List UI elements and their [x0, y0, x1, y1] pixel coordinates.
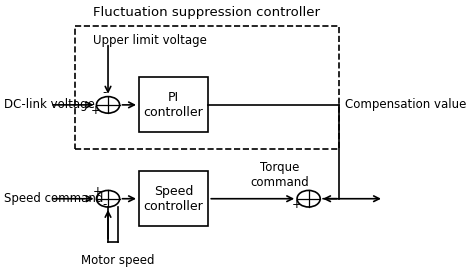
Text: Motor speed: Motor speed: [81, 254, 154, 267]
Text: DC-link voltage: DC-link voltage: [4, 98, 95, 112]
Text: +: +: [92, 185, 102, 198]
Text: +: +: [292, 198, 302, 211]
Text: Speed command: Speed command: [4, 192, 103, 205]
Text: Upper limit voltage: Upper limit voltage: [92, 33, 206, 47]
Bar: [139, 171, 208, 226]
Text: -: -: [102, 86, 106, 99]
Bar: [75, 26, 340, 149]
Text: PI
controller: PI controller: [144, 91, 204, 119]
Text: Compensation value: Compensation value: [345, 98, 467, 112]
Text: -: -: [102, 198, 106, 211]
Text: -: -: [306, 184, 311, 198]
Text: Torque
command: Torque command: [250, 161, 309, 189]
Text: +: +: [91, 104, 101, 118]
Bar: [139, 77, 208, 132]
Text: Fluctuation suppression controller: Fluctuation suppression controller: [93, 6, 320, 19]
Text: Speed
controller: Speed controller: [144, 185, 204, 213]
